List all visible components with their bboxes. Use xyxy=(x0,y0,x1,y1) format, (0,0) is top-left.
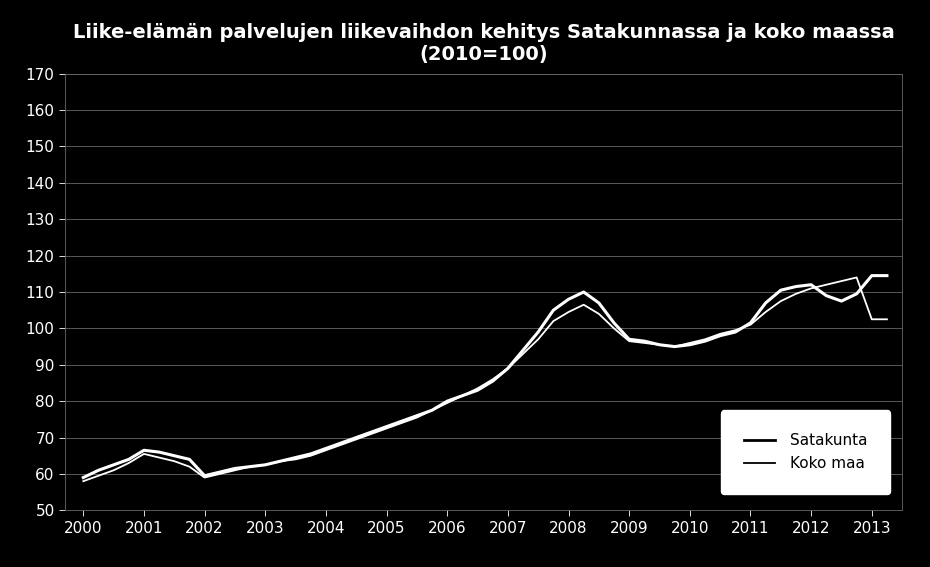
Title: Liike-elämän palvelujen liikevaihdon kehitys Satakunnassa ja koko maassa
(2010=1: Liike-elämän palvelujen liikevaihdon keh… xyxy=(73,23,895,64)
Legend: Satakunta, Koko maa: Satakunta, Koko maa xyxy=(721,411,890,494)
